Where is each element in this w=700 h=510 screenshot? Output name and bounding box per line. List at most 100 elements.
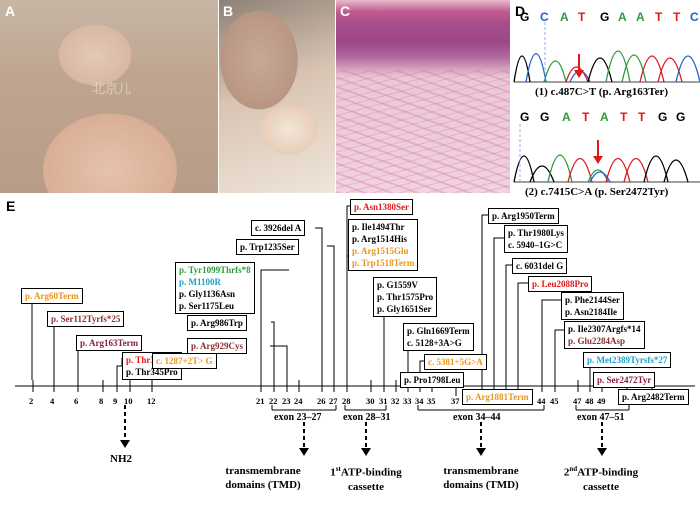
mutation-label: c. 5940–1G>C: [508, 240, 563, 250]
exon-tick: 10: [124, 396, 133, 406]
sequence-base: G: [520, 10, 530, 24]
domain-tmd-1: transmembrane domains (TMD): [218, 464, 308, 492]
exon-tick: 49: [597, 396, 606, 406]
mutation-label: p. Glu2284Asp: [568, 336, 626, 346]
exon-tick: 33: [403, 396, 412, 406]
mutation-box: p. Trp1235Ser: [236, 239, 299, 255]
mutation-label: p. Pro1798Leu: [404, 375, 461, 385]
mutation-box: p. Arg1881Term: [462, 389, 533, 405]
sequence-base: G: [658, 110, 668, 124]
exon-tick: 37: [451, 396, 460, 406]
exon-tick: 8: [99, 396, 104, 406]
exon-tick: 26: [317, 396, 326, 406]
mutation-label: p. Tyr1099Thrfs*8: [179, 265, 251, 275]
sequence-base: T: [673, 10, 681, 24]
mutation-label: p. Arg929Cys: [191, 341, 244, 351]
exon-tick: 44: [537, 396, 546, 406]
exon-tick: 22: [269, 396, 278, 406]
mutation-label: p. Ile1494Thr: [352, 222, 405, 232]
mutation-label: p. Arg1881Term: [466, 392, 529, 402]
domain-line: transmembrane: [225, 465, 301, 477]
mutation-box: c. 6031del G: [512, 258, 568, 274]
sequence-base: C: [690, 10, 699, 24]
sequence-2-caption: (2) c.7415C>A (p. Ser2472Tyr): [525, 186, 669, 198]
exon-tick: 32: [391, 396, 400, 406]
exon-tick: 12: [147, 396, 156, 406]
sequence-base: T: [655, 10, 663, 24]
exon-tick: 48: [585, 396, 594, 406]
exon-tick: 23: [282, 396, 291, 406]
patient-photo: 北京儿: [0, 0, 218, 193]
exon-tick: 6: [74, 396, 79, 406]
photo-watermark: 北京儿: [92, 82, 132, 97]
mutation-box: p. Leu2088Pro: [528, 276, 593, 292]
mutation-box: p. Asn1380Ser: [350, 199, 414, 215]
mutation-box: p. Met2389Tyrsfs*27: [583, 352, 672, 368]
exon-tick: 45: [550, 396, 559, 406]
sequence-base: T: [620, 110, 628, 124]
sequence-base: G: [676, 110, 686, 124]
mutation-box: p. Ser2472Tyr: [593, 372, 656, 388]
mutation-label: p. Ser2472Tyr: [597, 375, 652, 385]
domain-nh2: NH2: [110, 453, 132, 465]
sequence-base: A: [560, 10, 569, 24]
exon-tick: 28: [342, 396, 351, 406]
domain-abc-2: 2ndATP-binding cassette: [555, 462, 647, 494]
mutation-label: p. Arg1515Glu: [352, 246, 409, 256]
mutation-label: p. Gly1136Asn: [179, 289, 236, 299]
domain-line: transmembrane: [443, 465, 519, 477]
mutation-box: p. Phe2144Ser p. Asn2184Ile: [561, 292, 624, 320]
mutation-label: c. 5381+5G>A: [428, 357, 483, 367]
mutation-label: p. Asn2184Ile: [565, 307, 618, 317]
mutation-box: p. Ser112Tyrfs*25: [47, 311, 125, 327]
mutation-label: p. Gly1651Ser: [377, 304, 432, 314]
sequence-base: G: [600, 10, 610, 24]
mutation-label: c. 5128+3A>G: [407, 338, 462, 348]
sequence-base: C: [540, 10, 549, 24]
mutation-label: p. Met2389Tyrsfs*27: [587, 355, 668, 365]
exon-tick: 30: [366, 396, 375, 406]
mutation-label: p. M1100R: [179, 277, 222, 287]
exon-group-label: exon 34–44: [453, 412, 501, 423]
exon-tick: 4: [50, 396, 55, 406]
sequence-base: T: [638, 110, 646, 124]
mutation-label: p. Trp1518Term: [352, 258, 415, 268]
mutation-label: p. Arg1950Term: [492, 211, 555, 221]
ordinal-suffix: nd: [569, 465, 578, 473]
domain-line: 2ndATP-binding: [555, 462, 647, 480]
mutation-box: p. Gln1669Term c. 5128+3A>G: [403, 323, 474, 351]
mutation-label: p. Arg1514His: [352, 234, 408, 244]
sequence-base: A: [636, 10, 645, 24]
domain-line: cassette: [582, 480, 620, 493]
sequence-base: G: [540, 110, 550, 124]
exon-tick: 34: [415, 396, 424, 406]
domain-text: ATP-binding: [577, 466, 639, 479]
exon-group-label: exon 23–27: [274, 412, 322, 423]
panel-label-d: D: [515, 3, 526, 19]
panel-label-b: B: [223, 3, 234, 19]
mutation-label: p. Ser1175Leu: [179, 301, 235, 311]
mutation-box: p. Arg986Trp: [187, 315, 247, 331]
mutation-label: p. Arg986Trp: [191, 318, 243, 328]
mutation-box: p. Tyr1099Thrfs*8 p. M1100R p. Gly1136As…: [175, 262, 255, 314]
domain-tmd-2: transmembrane domains (TMD): [435, 464, 527, 492]
mutation-box: c. 3926del A: [251, 220, 306, 236]
sequence-base: A: [600, 110, 609, 124]
ordinal-number: 1: [330, 466, 336, 479]
exon-group-label: exon 47–51: [577, 412, 625, 423]
mutation-box: p. G1559V p. Thr1575Pro p. Gly1651Ser: [373, 277, 438, 317]
sequence-base: A: [562, 110, 571, 124]
mutation-label: p. Arg163Term: [80, 338, 139, 348]
mutation-box: p. Pro1798Leu: [400, 372, 465, 388]
mutation-label: p. G1559V: [377, 280, 419, 290]
mutation-box: p. Ile2307Argfs*14 p. Glu2284Asp: [564, 321, 645, 349]
exon-group-label: exon 28–31: [343, 412, 391, 423]
sequence-base: G: [520, 110, 530, 124]
mutation-label: p. Thr345Pro: [126, 367, 178, 377]
domain-abc-1: 1stATP-binding cassette: [320, 462, 412, 494]
sequence-base: T: [578, 10, 586, 24]
mutation-box: c. 5381+5G>A: [424, 354, 487, 370]
sequence-base: A: [618, 10, 627, 24]
panel-label-c: C: [340, 3, 351, 19]
